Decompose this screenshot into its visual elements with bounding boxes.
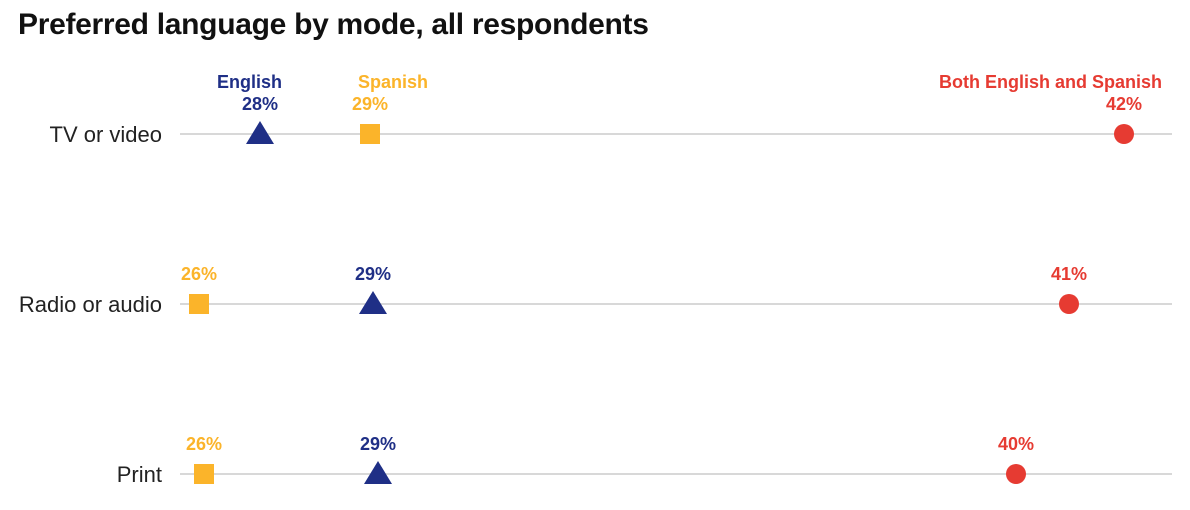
value-label-both-english-and-spanish-radio-or-audio: 41% bbox=[1051, 264, 1087, 284]
value-label-spanish-print: 26% bbox=[186, 434, 222, 454]
marker-both-english-and-spanish-print bbox=[1006, 464, 1026, 484]
marker-english-tv-or-video bbox=[246, 121, 274, 144]
category-label-radio-or-audio: Radio or audio bbox=[19, 292, 162, 317]
marker-english-radio-or-audio bbox=[359, 291, 387, 314]
chart-title: Preferred language by mode, all responde… bbox=[18, 8, 649, 41]
series-label-both-english-and-spanish: Both English and Spanish bbox=[939, 72, 1162, 92]
value-label-both-english-and-spanish-tv-or-video: 42% bbox=[1106, 94, 1142, 114]
marker-spanish-print bbox=[194, 464, 214, 484]
value-label-spanish-tv-or-video: 29% bbox=[352, 94, 388, 114]
series-label-spanish: Spanish bbox=[358, 72, 428, 92]
marker-both-english-and-spanish-tv-or-video bbox=[1114, 124, 1134, 144]
value-label-english-tv-or-video: 28% bbox=[242, 94, 278, 114]
value-label-english-print: 29% bbox=[360, 434, 396, 454]
value-label-english-radio-or-audio: 29% bbox=[355, 264, 391, 284]
marker-spanish-radio-or-audio bbox=[189, 294, 209, 314]
marker-both-english-and-spanish-radio-or-audio bbox=[1059, 294, 1079, 314]
value-label-both-english-and-spanish-print: 40% bbox=[998, 434, 1034, 454]
category-label-print: Print bbox=[117, 462, 162, 487]
category-label-tv-or-video: TV or video bbox=[50, 122, 163, 147]
marker-english-print bbox=[364, 461, 392, 484]
series-label-english: English bbox=[217, 72, 282, 92]
value-label-spanish-radio-or-audio: 26% bbox=[181, 264, 217, 284]
marker-spanish-tv-or-video bbox=[360, 124, 380, 144]
